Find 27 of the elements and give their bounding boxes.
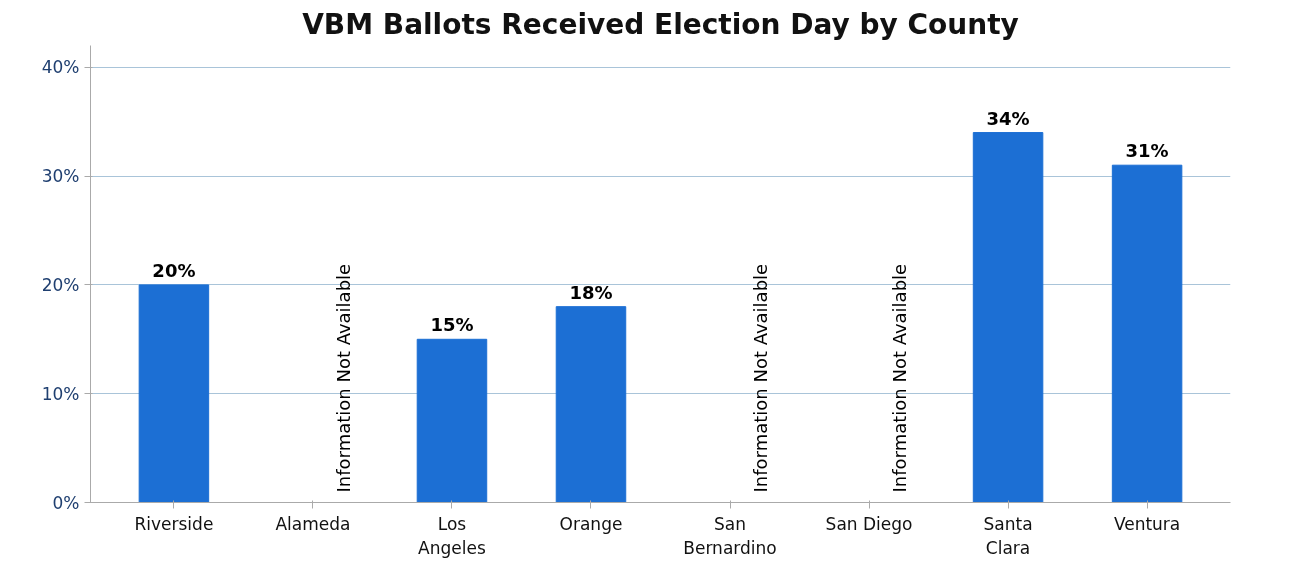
x-tick-label: San Bernardino xyxy=(683,513,777,558)
data-label: 20% xyxy=(152,259,196,281)
x-tick-label: Ventura xyxy=(1113,513,1181,534)
x-tick-label: Alameda xyxy=(275,513,351,534)
x-tick-label: Riverside xyxy=(134,513,214,534)
x-tick-label: Los Angeles xyxy=(418,513,486,558)
data-label: 18% xyxy=(569,281,613,303)
data-label: 31% xyxy=(1125,140,1169,162)
y-tick-label: 40% xyxy=(41,57,80,78)
bar xyxy=(1111,164,1183,503)
y-tick-label: 20% xyxy=(41,274,80,295)
chart-title: VBM Ballots Received Election Day by County xyxy=(302,7,1019,41)
annotation: Information Not Available xyxy=(889,263,911,493)
x-tick-label: San Diego xyxy=(825,513,913,534)
annotation: Information Not Available xyxy=(750,263,772,493)
x-tick-label: Santa Clara xyxy=(983,513,1033,558)
bar xyxy=(138,284,210,503)
y-tick-label: 10% xyxy=(41,383,80,404)
y-tick-label: 30% xyxy=(41,166,80,187)
data-label: 15% xyxy=(430,314,474,336)
y-tick-label: 0% xyxy=(52,492,80,513)
bar xyxy=(555,306,627,503)
bar xyxy=(972,132,1044,503)
annotation: Information Not Available xyxy=(333,263,355,493)
bar xyxy=(416,338,488,503)
data-label: 34% xyxy=(986,107,1030,129)
x-tick-label: Orange xyxy=(559,513,623,534)
